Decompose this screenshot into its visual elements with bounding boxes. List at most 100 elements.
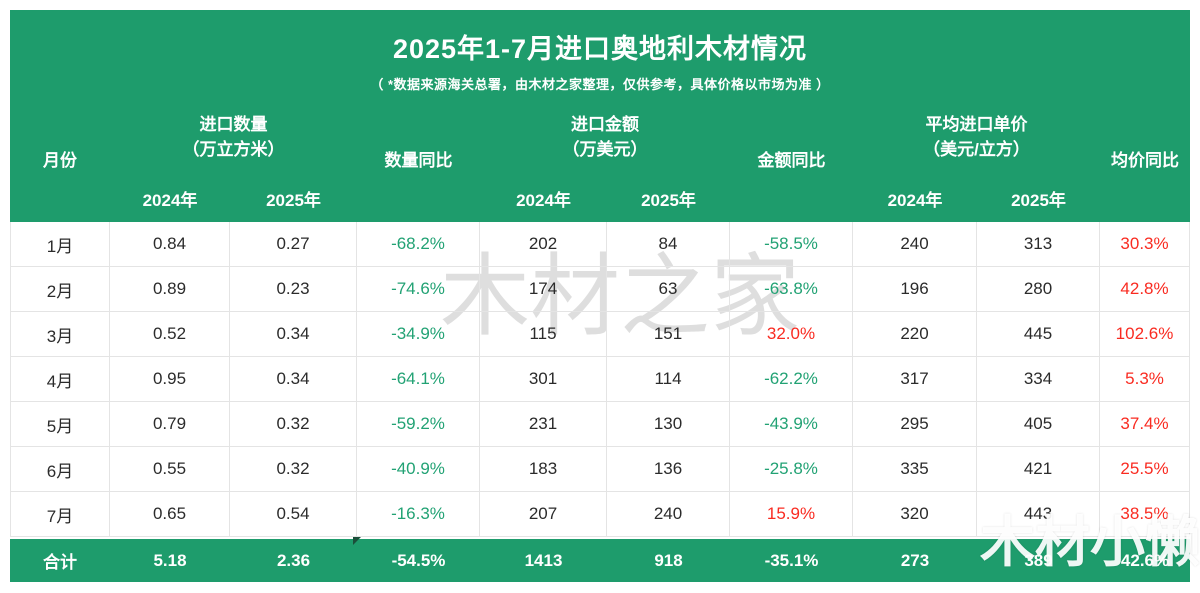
cell-price-yoy: 30.3% — [1100, 222, 1191, 267]
cell-price-2024: 317 — [853, 357, 977, 402]
cell-amt-yoy: -63.8% — [730, 267, 853, 312]
cell-amt-2025: 240 — [607, 492, 730, 537]
cell-qty-yoy: -59.2% — [357, 402, 480, 447]
cell-qty-2025: 0.27 — [230, 222, 357, 267]
cell-qty-yoy: -16.3% — [357, 492, 480, 537]
cell-month: 2月 — [10, 267, 110, 312]
price-2024-header: 2024年 — [853, 175, 977, 222]
cell-amt-2025: 114 — [607, 357, 730, 402]
cell-qty-2024: 0.84 — [110, 222, 230, 267]
quantity-2024-header: 2024年 — [110, 175, 230, 222]
cell-flag-triangle — [353, 537, 361, 545]
cell-price-2025: 280 — [977, 267, 1101, 312]
cell-qty-2025: 0.23 — [230, 267, 357, 312]
cell-amt-2024: 207 — [480, 492, 607, 537]
total-qty-2025: 2.36 — [230, 537, 357, 582]
quantity-unit-label: （万立方米） — [182, 140, 285, 159]
cell-price-yoy: 102.6% — [1100, 312, 1191, 357]
cell-amt-yoy: 32.0% — [730, 312, 853, 357]
quantity-2025-header: 2025年 — [230, 175, 357, 222]
cell-qty-2025: 0.34 — [230, 312, 357, 357]
cell-qty-2024: 0.52 — [110, 312, 230, 357]
amount-unit-label: （万美元） — [562, 140, 648, 159]
cell-price-yoy: 37.4% — [1100, 402, 1191, 447]
total-label: 合计 — [10, 537, 110, 582]
quantity-group-label: 进口数量 — [199, 115, 268, 134]
cell-amt-2024: 231 — [480, 402, 607, 447]
cell-price-2025: 443 — [977, 492, 1101, 537]
amount-2025-header: 2025年 — [607, 175, 730, 222]
cell-qty-2025: 0.54 — [230, 492, 357, 537]
cell-month: 3月 — [10, 312, 110, 357]
table-row-march: 3月 0.52 0.34 -34.9% 115 151 32.0% 220 44… — [10, 312, 1191, 357]
cell-month: 7月 — [10, 492, 110, 537]
cell-price-2024: 220 — [853, 312, 977, 357]
column-header-amount-group: 进口金额 （万美元） — [480, 95, 730, 175]
column-header-amount-yoy: 金额同比 — [730, 95, 853, 222]
cell-price-2024: 335 — [853, 447, 977, 492]
cell-qty-2025: 0.32 — [230, 402, 357, 447]
table-row-april: 4月 0.95 0.34 -64.1% 301 114 -62.2% 317 3… — [10, 357, 1191, 402]
cell-price-2025: 405 — [977, 402, 1101, 447]
cell-amt-yoy: -58.5% — [730, 222, 853, 267]
cell-month: 4月 — [10, 357, 110, 402]
cell-price-yoy: 25.5% — [1100, 447, 1191, 492]
cell-qty-2024: 0.89 — [110, 267, 230, 312]
cell-month: 1月 — [10, 222, 110, 267]
cell-qty-2024: 0.55 — [110, 447, 230, 492]
cell-price-2025: 445 — [977, 312, 1101, 357]
column-header-quantity-yoy: 数量同比 — [357, 95, 480, 222]
cell-qty-yoy: -40.9% — [357, 447, 480, 492]
column-header-month: 月份 — [10, 95, 110, 222]
cell-amt-2024: 183 — [480, 447, 607, 492]
cell-price-2025: 334 — [977, 357, 1101, 402]
cell-amt-2024: 174 — [480, 267, 607, 312]
total-price-2024: 273 — [853, 537, 977, 582]
price-unit-label: （美元/立方） — [923, 140, 1030, 159]
total-amt-yoy: -35.1% — [730, 537, 853, 582]
cell-price-2024: 196 — [853, 267, 977, 312]
cell-month: 6月 — [10, 447, 110, 492]
cell-price-2025: 421 — [977, 447, 1101, 492]
cell-amt-yoy: -62.2% — [730, 357, 853, 402]
cell-amt-2025: 136 — [607, 447, 730, 492]
table-row-may: 5月 0.79 0.32 -59.2% 231 130 -43.9% 295 4… — [10, 402, 1191, 447]
cell-qty-2024: 0.95 — [110, 357, 230, 402]
cell-price-2024: 320 — [853, 492, 977, 537]
cell-amt-2025: 151 — [607, 312, 730, 357]
price-2025-header: 2025年 — [977, 175, 1101, 222]
total-qty-2024: 5.18 — [110, 537, 230, 582]
amount-group-label: 进口金额 — [571, 115, 639, 134]
cell-amt-2025: 130 — [607, 402, 730, 447]
cell-price-yoy: 38.5% — [1100, 492, 1191, 537]
cell-qty-yoy: -64.1% — [357, 357, 480, 402]
cell-qty-2024: 0.65 — [110, 492, 230, 537]
page-title: 2025年1-7月进口奥地利木材情况 — [392, 34, 808, 64]
cell-qty-2025: 0.34 — [230, 357, 357, 402]
total-amt-2025: 918 — [607, 537, 730, 582]
page-subtitle: （ *数据来源海关总署，由木材之家整理，仅供参考，具体价格以市场为准 ） — [370, 77, 830, 92]
cell-price-2024: 295 — [853, 402, 977, 447]
table-row-total: 合计 5.18 2.36 -54.5% 1413 918 -35.1% 273 … — [10, 537, 1191, 582]
table-row-february: 2月 0.89 0.23 -74.6% 174 63 -63.8% 196 28… — [10, 267, 1191, 312]
total-qty-yoy: -54.5% — [357, 537, 480, 582]
import-data-table: 月份 进口数量 （万立方米） 数量同比 进口金额 （万美元） 金额同比 平均进口… — [10, 95, 1191, 582]
table-row-june: 6月 0.55 0.32 -40.9% 183 136 -25.8% 335 4… — [10, 447, 1191, 492]
cell-qty-2025: 0.32 — [230, 447, 357, 492]
cell-price-yoy: 42.8% — [1100, 267, 1191, 312]
price-group-label: 平均进口单价 — [925, 115, 1028, 134]
cell-qty-yoy: -74.6% — [357, 267, 480, 312]
cell-price-yoy: 5.3% — [1100, 357, 1191, 402]
cell-qty-2024: 0.79 — [110, 402, 230, 447]
total-price-yoy: 42.6% — [1100, 537, 1191, 582]
cell-qty-yoy: -68.2% — [357, 222, 480, 267]
cell-amt-yoy: -43.9% — [730, 402, 853, 447]
cell-amt-yoy: -25.8% — [730, 447, 853, 492]
column-header-price-group: 平均进口单价 （美元/立方） — [853, 95, 1101, 175]
cell-price-2025: 313 — [977, 222, 1101, 267]
cell-qty-yoy: -34.9% — [357, 312, 480, 357]
total-price-2025: 389 — [977, 537, 1101, 582]
cell-amt-2024: 115 — [480, 312, 607, 357]
column-header-price-yoy: 均价同比 — [1100, 95, 1191, 222]
